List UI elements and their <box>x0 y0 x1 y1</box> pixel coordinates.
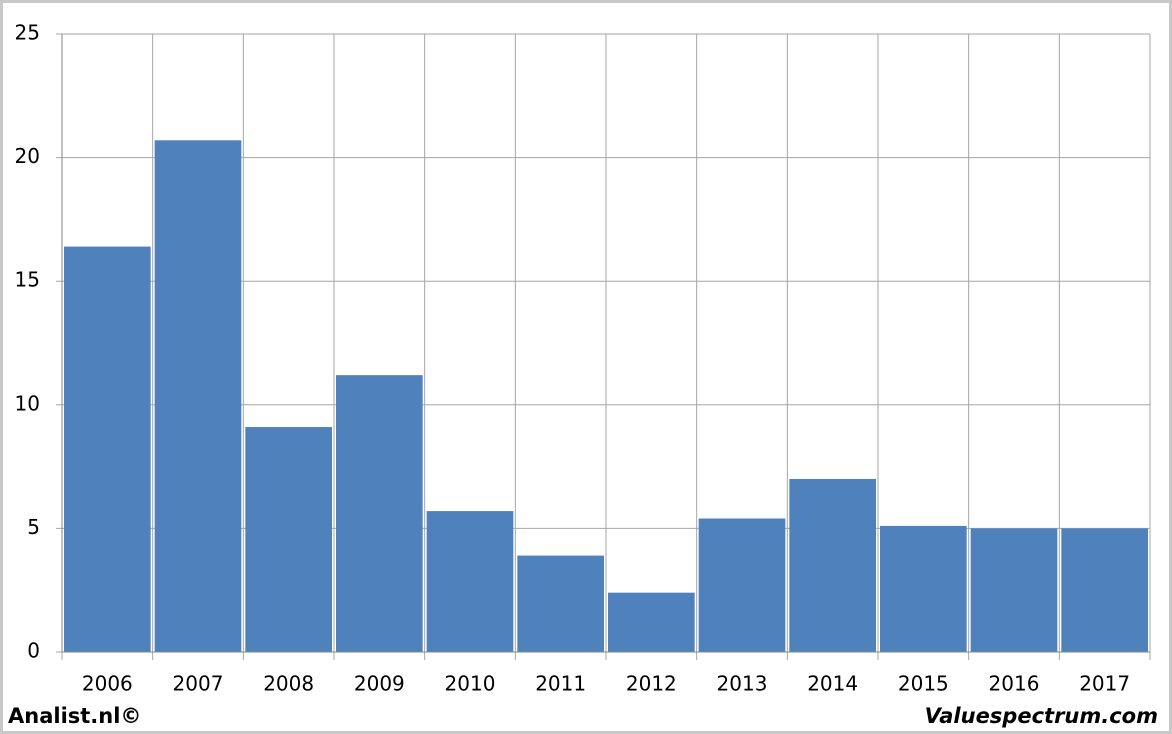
x-tick-label: 2017 <box>1079 672 1130 696</box>
bar <box>426 511 514 652</box>
y-tick-label: 25 <box>15 21 40 45</box>
x-tick-label: 2015 <box>898 672 949 696</box>
y-tick-label: 10 <box>15 391 40 415</box>
bar <box>698 518 786 652</box>
bar <box>608 592 695 652</box>
bar <box>1061 528 1148 652</box>
y-tick-label: 0 <box>27 639 40 663</box>
x-tick-label: 2008 <box>263 672 314 696</box>
bar <box>245 427 332 652</box>
x-tick-label: 2011 <box>535 672 586 696</box>
x-tick-label: 2006 <box>82 672 133 696</box>
bar <box>517 555 604 652</box>
bar <box>880 525 967 652</box>
x-tick-label: 2014 <box>807 672 858 696</box>
bar <box>64 246 151 653</box>
x-tick-label: 2007 <box>173 672 224 696</box>
footer-left: Analist.nl© <box>8 704 141 728</box>
bar <box>336 375 423 652</box>
bar <box>789 478 876 652</box>
bar <box>154 140 242 652</box>
y-tick-label: 15 <box>15 268 40 292</box>
x-tick-label: 2010 <box>445 672 496 696</box>
bar <box>970 528 1058 652</box>
y-tick-label: 20 <box>15 144 40 168</box>
x-tick-label: 2013 <box>717 672 768 696</box>
y-tick-label: 5 <box>27 515 40 539</box>
x-tick-label: 2016 <box>989 672 1040 696</box>
footer-right: Valuespectrum.com <box>925 704 1158 728</box>
x-tick-label: 2012 <box>626 672 677 696</box>
x-tick-label: 2009 <box>354 672 405 696</box>
